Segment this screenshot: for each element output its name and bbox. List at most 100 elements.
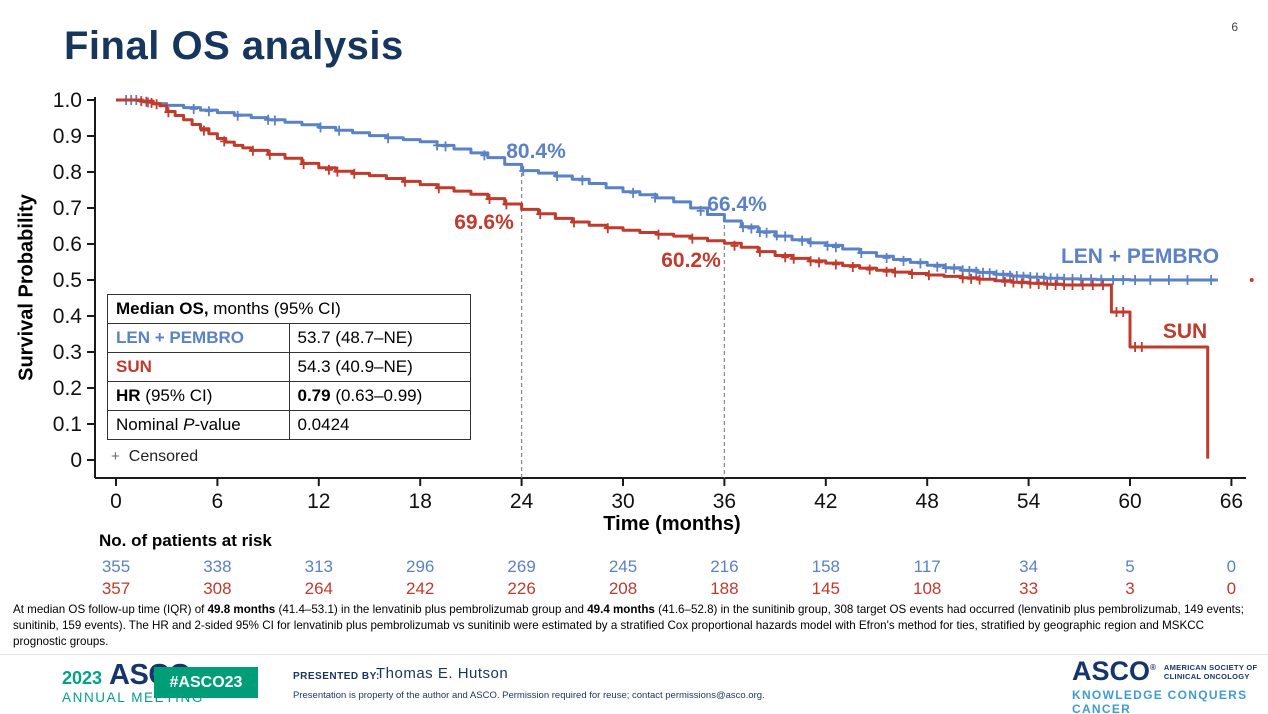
y-tick-label: 0.3 bbox=[53, 341, 82, 364]
censor-mark bbox=[1087, 274, 1096, 285]
censor-mark bbox=[324, 164, 333, 175]
censor-mark bbox=[204, 106, 213, 117]
landmark-36-sun: 60.2% bbox=[661, 249, 721, 272]
censored-plus-icon: + bbox=[111, 448, 120, 465]
censor-mark bbox=[264, 114, 273, 125]
censor-mark bbox=[899, 255, 908, 266]
censor-mark bbox=[967, 273, 976, 284]
at-risk-value: 158 bbox=[811, 557, 840, 576]
km-curve bbox=[116, 98, 1218, 282]
censor-mark bbox=[1006, 270, 1014, 281]
censor-mark bbox=[1060, 280, 1069, 290]
hr-label-bold: HR bbox=[116, 386, 141, 405]
censor-mark bbox=[1112, 307, 1121, 317]
censored-legend: + Censored bbox=[111, 448, 198, 466]
censor-mark bbox=[651, 192, 660, 203]
censor-mark bbox=[199, 125, 208, 136]
y-tick-label: 0 bbox=[70, 449, 82, 472]
censor-mark bbox=[1039, 272, 1048, 283]
at-risk-value: 145 bbox=[811, 579, 840, 598]
x-tick-label: 36 bbox=[713, 490, 736, 513]
censor-mark bbox=[350, 168, 359, 179]
censor-mark bbox=[1051, 280, 1060, 290]
at-risk-value: 3 bbox=[1125, 579, 1135, 598]
censor-mark bbox=[1146, 275, 1155, 285]
x-tick-label: 66 bbox=[1220, 490, 1243, 513]
footnote-bold-segment: 49.4 months bbox=[587, 603, 655, 616]
x-tick-label: 18 bbox=[409, 490, 432, 513]
curve-label-len-pembro: LEN + PEMBRO bbox=[1060, 245, 1220, 268]
table-row-sun: SUN 54.3 (40.9–NE) bbox=[107, 352, 471, 382]
censor-mark bbox=[1109, 275, 1118, 285]
censor-mark bbox=[781, 252, 790, 263]
censor-mark bbox=[941, 263, 950, 274]
footnote-bold-segment: 49.8 months bbox=[207, 603, 276, 616]
at-risk-value: 308 bbox=[203, 579, 232, 598]
at-risk-value: 33 bbox=[1019, 579, 1039, 598]
x-tick-label: 6 bbox=[212, 490, 224, 513]
censor-mark bbox=[950, 263, 959, 274]
landmark-24-sun: 69.6% bbox=[454, 211, 514, 234]
censor-mark bbox=[865, 264, 874, 275]
censor-mark bbox=[1088, 280, 1097, 290]
censor-mark bbox=[220, 136, 229, 147]
x-tick-label: 54 bbox=[1017, 490, 1041, 513]
pvalue-label-pre: Nominal bbox=[116, 415, 184, 434]
censor-mark bbox=[688, 233, 697, 244]
censor-mark bbox=[316, 122, 325, 133]
sun-label: SUN bbox=[116, 357, 152, 376]
at-risk-value: 108 bbox=[913, 579, 942, 598]
at-risk-value: 338 bbox=[203, 557, 232, 576]
censor-mark bbox=[570, 217, 578, 228]
y-tick-label: 0.9 bbox=[53, 125, 82, 148]
hashtag-badge: #ASCO23 bbox=[154, 667, 258, 698]
table-header-bold: Median OS, bbox=[116, 299, 209, 318]
y-tick-label: 0.4 bbox=[53, 305, 83, 328]
society-tagline: KNOWLEDGE CONQUERS CANCER bbox=[1072, 688, 1248, 714]
table-row-len-pembro: LEN + PEMBRO 53.7 (48.7–NE) bbox=[107, 323, 471, 353]
censor-mark bbox=[152, 99, 161, 110]
at-risk-value: 264 bbox=[304, 579, 333, 598]
censor-mark bbox=[265, 149, 274, 160]
censor-mark bbox=[1097, 274, 1106, 285]
censor-mark bbox=[536, 209, 545, 220]
y-tick-label: 0.8 bbox=[53, 161, 82, 184]
censor-mark bbox=[654, 229, 663, 240]
censor-mark bbox=[958, 273, 967, 284]
society-asco-text: ASCO bbox=[1072, 656, 1151, 686]
sun-median: 54.3 (40.9–NE) bbox=[288, 352, 471, 382]
censor-mark bbox=[164, 107, 173, 118]
len-pembro-median: 53.7 (48.7–NE) bbox=[288, 323, 471, 353]
y-tick-label: 0.7 bbox=[53, 197, 82, 220]
censor-mark bbox=[1046, 273, 1055, 284]
censor-mark bbox=[857, 248, 866, 258]
at-risk-value: 357 bbox=[101, 579, 131, 598]
censor-mark bbox=[629, 187, 638, 198]
at-risk-value: 0 bbox=[1226, 557, 1237, 576]
at-risk-value: 313 bbox=[304, 557, 333, 576]
censor-mark bbox=[603, 223, 612, 234]
censor-mark bbox=[248, 145, 257, 156]
x-tick-label: 12 bbox=[307, 490, 330, 513]
censor-mark bbox=[480, 150, 489, 161]
censor-mark bbox=[739, 222, 747, 233]
at-risk-value: 34 bbox=[1019, 557, 1039, 576]
censor-mark bbox=[979, 267, 987, 278]
censor-mark bbox=[1078, 280, 1087, 290]
footer-divider bbox=[0, 654, 1268, 655]
censor-mark bbox=[333, 166, 342, 177]
censor-mark bbox=[299, 159, 308, 170]
table-header-rest: months (95% CI) bbox=[208, 299, 341, 318]
at-risk-value: 117 bbox=[913, 557, 941, 576]
x-tick-label: 48 bbox=[916, 490, 939, 513]
censor-mark bbox=[815, 257, 823, 268]
censor-mark bbox=[882, 266, 891, 277]
censor-mark bbox=[1119, 307, 1128, 317]
society-line1: AMERICAN SOCIETY OF bbox=[1163, 662, 1258, 672]
y-tick-label: 0.5 bbox=[53, 269, 82, 292]
at-risk-value: 242 bbox=[406, 579, 435, 598]
censor-mark bbox=[891, 267, 900, 278]
censor-mark bbox=[1043, 279, 1052, 290]
